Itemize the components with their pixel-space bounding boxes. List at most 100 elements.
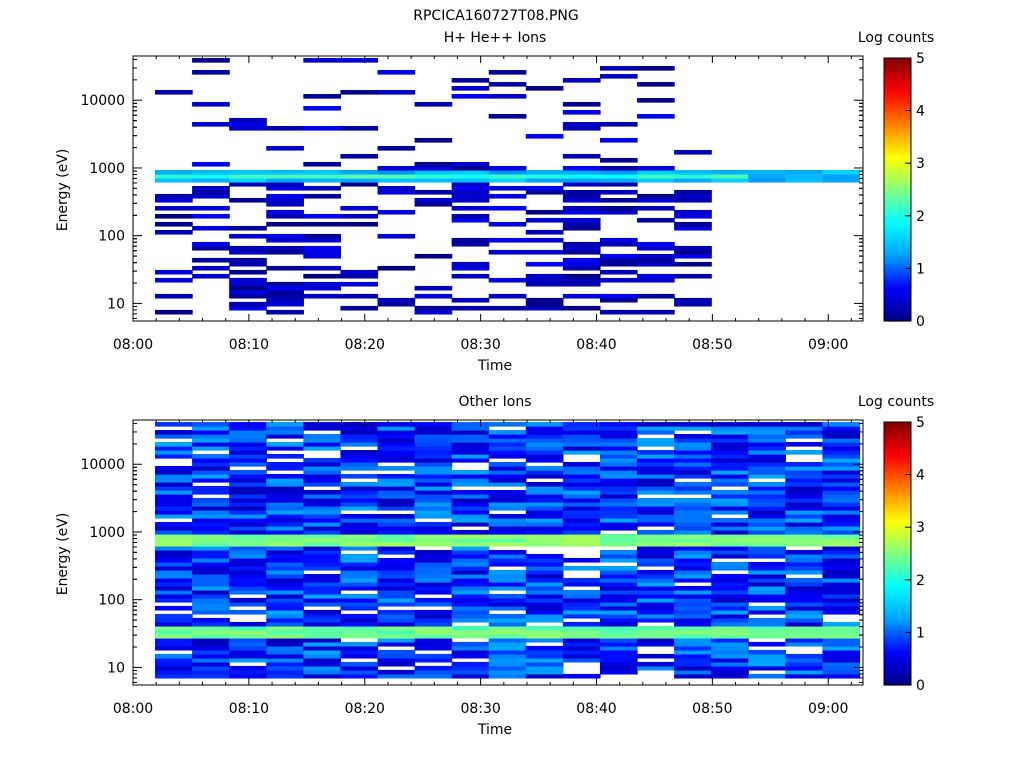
heatmap-cell: [488, 605, 527, 611]
heatmap-cell: [266, 265, 304, 271]
colorbar-tick-label: 1: [916, 625, 925, 641]
heatmap-cell: [822, 466, 861, 471]
heatmap-cell: [488, 549, 527, 555]
heatmap-cell: [155, 513, 193, 519]
heatmap-cell: [711, 633, 749, 639]
heatmap-cell: [192, 561, 230, 567]
heatmap-cell: [155, 221, 193, 227]
heatmap-cell: [748, 597, 786, 603]
heatmap-cell: [192, 597, 230, 603]
heatmap-cell: [266, 490, 304, 495]
heatmap-cell: [711, 533, 749, 539]
heatmap-cell: [637, 490, 675, 495]
heatmap-cell: [155, 505, 193, 511]
heatmap-cell: [785, 549, 824, 555]
colorbar-swatch: [884, 645, 911, 649]
heatmap-cell: [192, 573, 230, 579]
heatmap-cell: [711, 605, 749, 611]
heatmap-cell: [822, 173, 861, 179]
colorbar-swatch: [884, 218, 911, 222]
heatmap-cell: [229, 521, 267, 527]
heatmap-cell: [414, 637, 453, 643]
colorbar-swatch: [884, 535, 911, 539]
heatmap-cell: [674, 621, 712, 627]
heatmap-cell: [562, 565, 601, 571]
colorbar-swatch: [884, 186, 911, 191]
heatmap-cell: [451, 185, 490, 191]
heatmap-cell: [785, 569, 824, 575]
heatmap-cell: [599, 517, 638, 523]
heatmap-cell: [155, 569, 193, 575]
heatmap-cell: [303, 617, 342, 623]
heatmap-cell: [340, 645, 379, 651]
heatmap-cell: [488, 497, 527, 503]
colorbar-swatch: [884, 257, 911, 262]
colorbar-swatch: [884, 123, 911, 127]
heatmap-cell: [525, 673, 564, 679]
heatmap-cell: [525, 458, 564, 463]
heatmap-cell: [192, 669, 230, 675]
heatmap-cell: [711, 637, 749, 643]
heatmap-cell: [674, 474, 712, 479]
heatmap-cell: [822, 486, 861, 491]
heatmap-cell: [266, 529, 304, 535]
heatmap-cell: [192, 245, 230, 251]
heatmap-cell: [785, 533, 824, 539]
colorbar-swatch: [884, 564, 911, 568]
colorbar-swatch: [884, 466, 911, 470]
heatmap-cell: [229, 482, 267, 487]
heatmap-cell: [525, 217, 564, 223]
heatmap-cell: [266, 609, 304, 615]
heatmap-cell: [599, 293, 638, 299]
heatmap-cell: [525, 470, 564, 475]
colorbar-swatch: [884, 458, 911, 463]
heatmap-cell: [488, 577, 527, 583]
heatmap-cell: [414, 137, 453, 143]
colorbar-swatch: [884, 674, 911, 678]
heatmap-cell: [266, 169, 304, 175]
heatmap-cell: [674, 653, 712, 659]
heatmap-cell: [562, 305, 601, 311]
heatmap-cell: [414, 426, 453, 431]
heatmap-cell: [822, 593, 861, 599]
heatmap-cell: [562, 277, 601, 283]
panel-other-heatmap: [155, 422, 861, 679]
heatmap-cell: [377, 458, 416, 463]
heatmap-cell: [229, 649, 267, 655]
heatmap-cell: [488, 673, 527, 679]
heatmap-cell: [414, 466, 453, 471]
heatmap-cell: [785, 493, 824, 499]
colorbar-swatch: [884, 608, 911, 612]
colorbar-swatch: [884, 139, 911, 143]
heatmap-cell: [525, 434, 564, 439]
heatmap-cell: [525, 609, 564, 615]
heatmap-cell: [451, 617, 490, 623]
heatmap-cell: [674, 577, 712, 583]
colorbar-swatch: [884, 627, 911, 631]
heatmap-cell: [674, 253, 712, 259]
panel-hplus-heatmap: [155, 58, 861, 315]
heatmap-cell: [414, 521, 453, 527]
heatmap-cell: [637, 82, 675, 87]
colorbar-swatch: [884, 126, 911, 130]
colorbar-swatch: [884, 58, 911, 62]
heatmap-cell: [266, 474, 304, 479]
heatmap-cell: [599, 297, 638, 303]
heatmap-cell: [266, 641, 304, 647]
heatmap-cell: [822, 545, 861, 551]
heatmap-cell: [599, 197, 638, 203]
heatmap-cell: [637, 482, 675, 487]
heatmap-cell: [155, 537, 193, 543]
heatmap-cell: [599, 553, 638, 559]
heatmap-cell: [303, 193, 342, 199]
heatmap-cell: [637, 241, 675, 247]
heatmap-cell: [488, 637, 527, 643]
heatmap-cell: [377, 497, 416, 503]
heatmap-cell: [266, 633, 304, 639]
heatmap-cell: [155, 450, 193, 455]
heatmap-cell: [303, 673, 342, 679]
heatmap-cell: [822, 509, 861, 515]
heatmap-cell: [229, 565, 267, 571]
heatmap-cell: [562, 641, 601, 647]
colorbar-swatch: [884, 194, 911, 198]
